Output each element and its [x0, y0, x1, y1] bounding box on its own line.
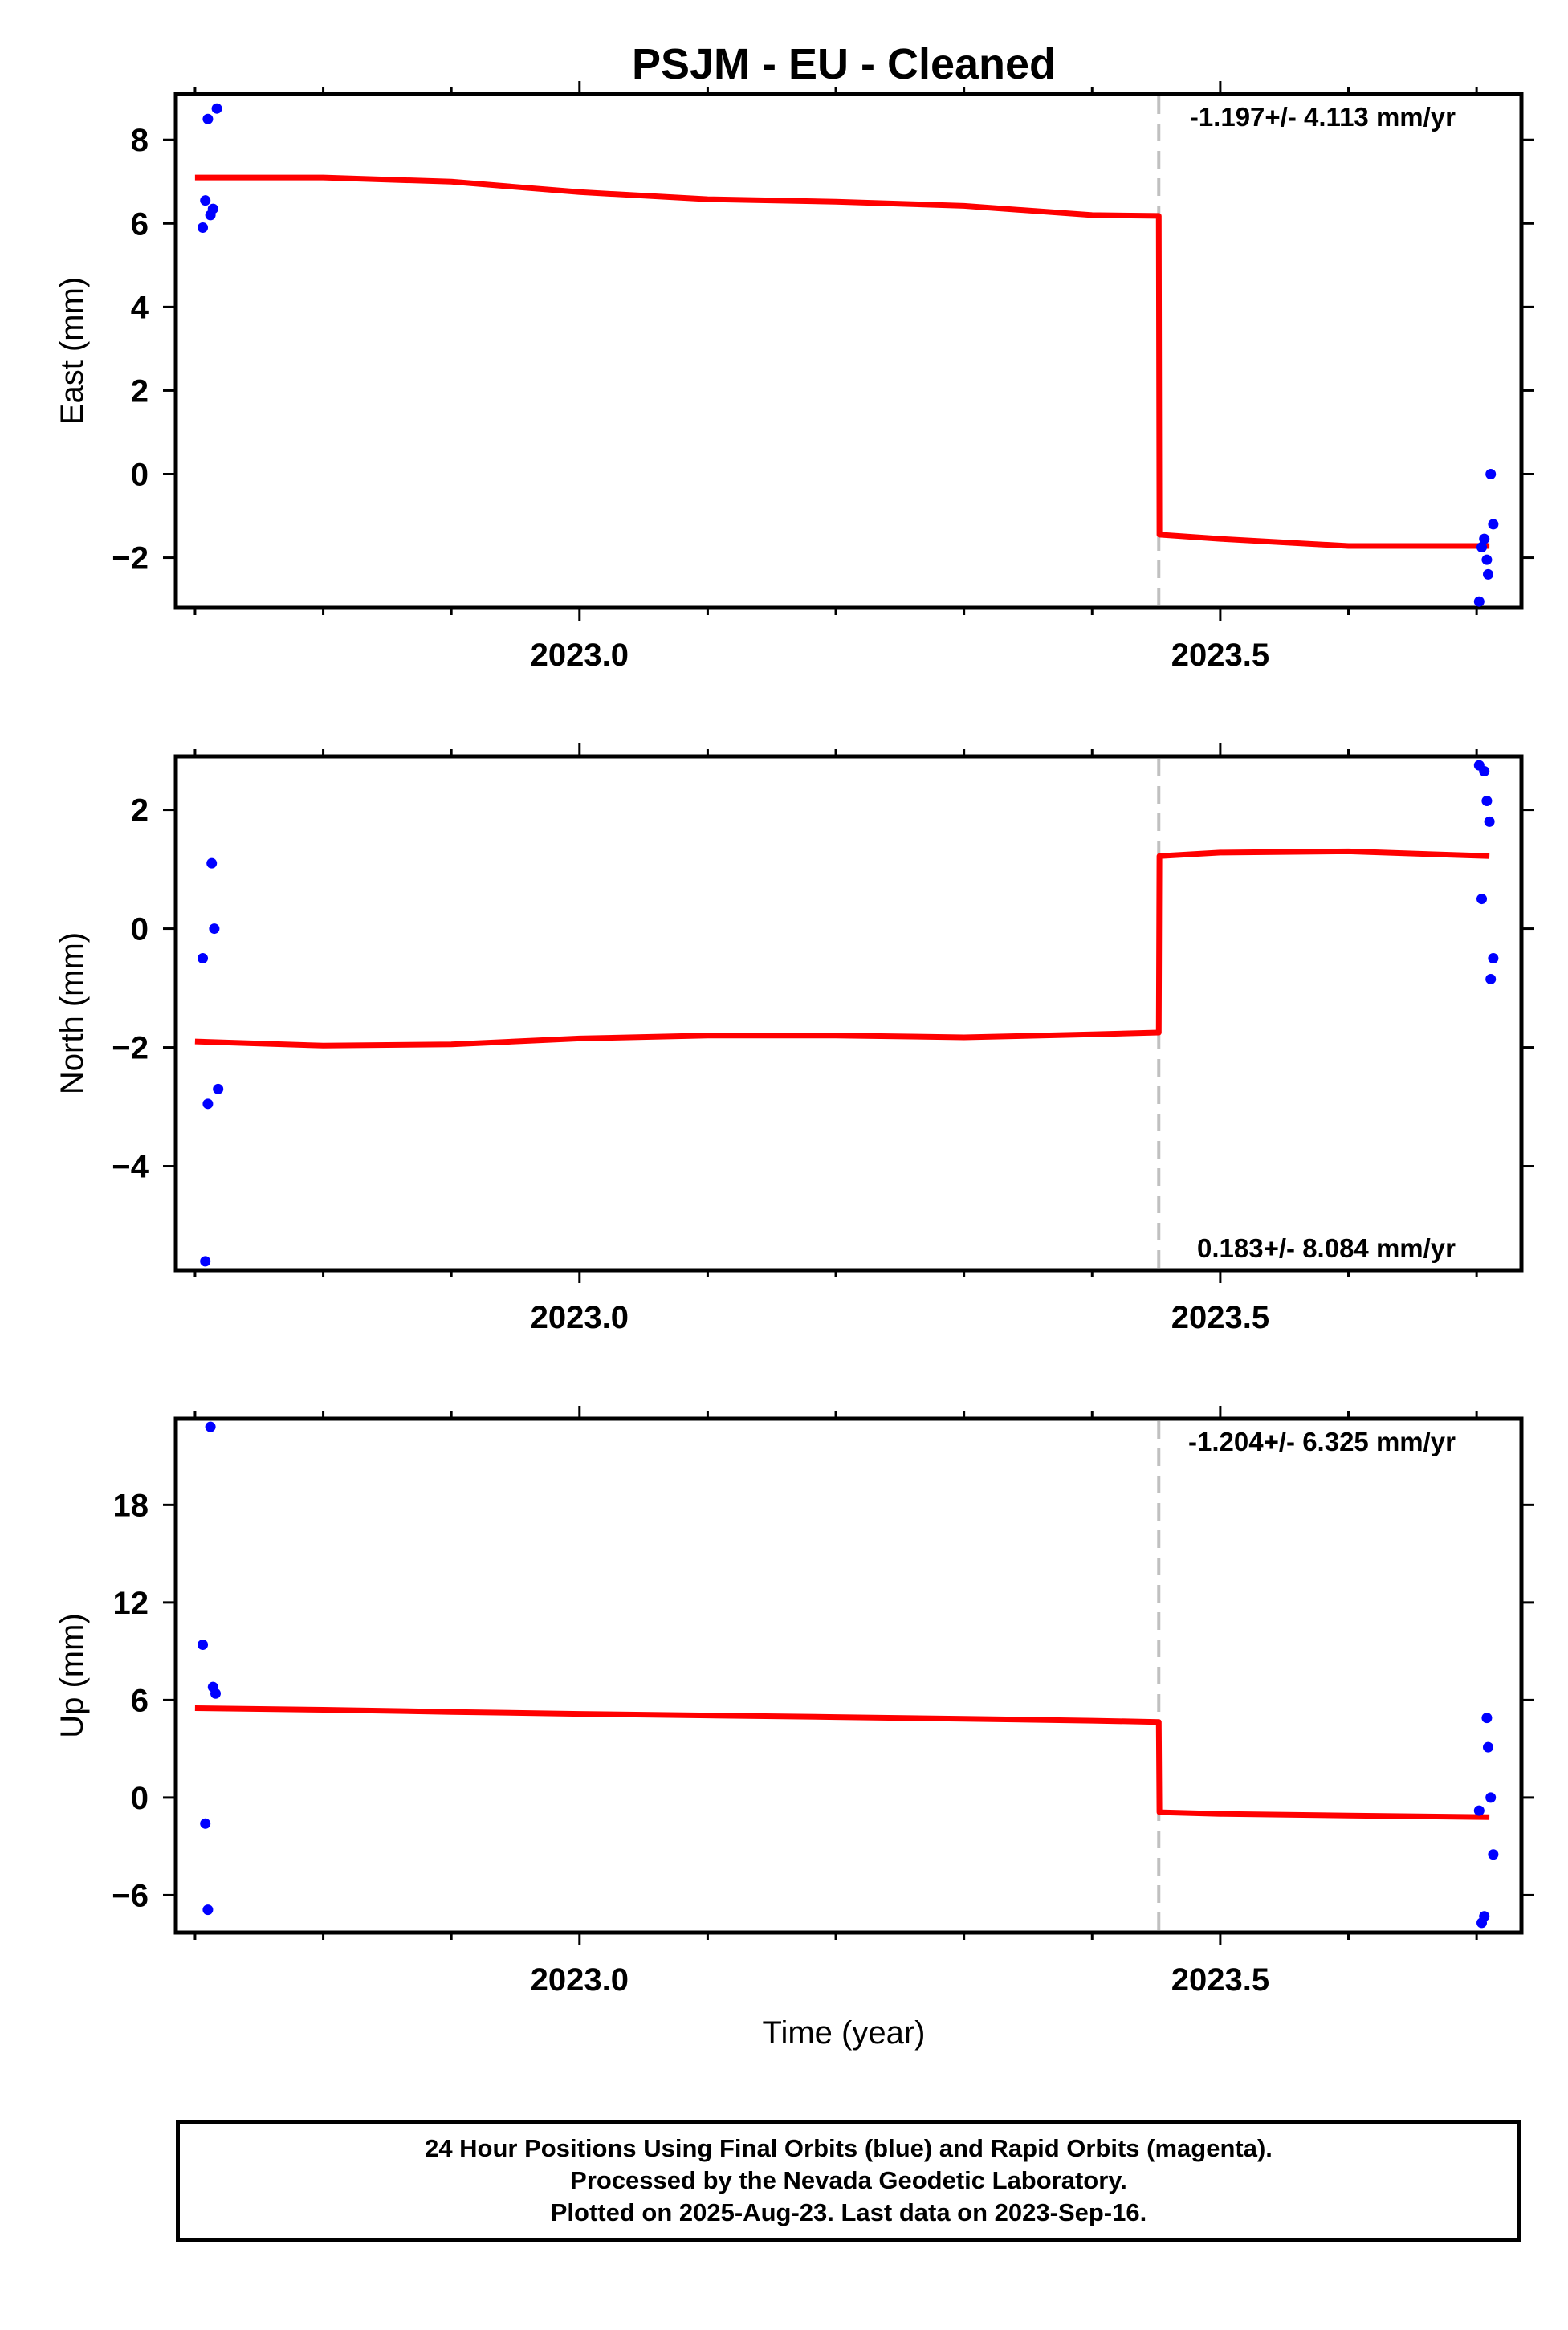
footer-line-1: 24 Hour Positions Using Final Orbits (bl…	[425, 2134, 1273, 2162]
footer-note-box: 24 Hour Positions Using Final Orbits (bl…	[176, 2120, 1521, 2242]
panel-1: 2023.0 2023.5 −2 0 2 4 6 8 East (mm) -1.197+/- 4.…	[55, 81, 1534, 673]
data-point	[205, 1421, 216, 1432]
data-point	[200, 1818, 211, 1829]
data-point	[1479, 533, 1490, 544]
data-point	[198, 1640, 209, 1651]
footer-line-2: Processed by the Nevada Geodetic Laborat…	[570, 2166, 1127, 2194]
plot-frame	[173, 754, 1524, 1273]
y-tick-label: 12	[113, 1586, 149, 1621]
y-tick-label: 4	[131, 290, 149, 325]
data-point	[202, 1098, 214, 1110]
data-point	[202, 113, 214, 124]
x-tick-label: 2023.5	[1171, 637, 1269, 673]
plot-frame	[173, 92, 1524, 610]
chart-title: PSJM - EU - Cleaned	[632, 40, 1056, 88]
y-tick-label: 0	[131, 912, 149, 947]
rate-label: -1.204+/- 6.325 mm/yr	[1188, 1427, 1456, 1456]
y-tick-label: −6	[112, 1878, 149, 1913]
data-point	[1482, 1741, 1493, 1753]
y-tick-label: 6	[131, 206, 149, 242]
rate-label: -1.197+/- 4.113 mm/yr	[1190, 102, 1456, 132]
data-point	[1485, 973, 1497, 984]
rate-label: 0.183+/- 8.084 mm/yr	[1197, 1233, 1456, 1263]
y-tick-label: 0	[131, 1781, 149, 1816]
y-tick-label: 6	[131, 1683, 149, 1718]
y-tick-label: −4	[112, 1150, 149, 1185]
y-tick-label: 2	[131, 373, 149, 409]
data-point	[1473, 596, 1485, 607]
data-point	[213, 1083, 224, 1094]
y-axis-label: North (mm)	[55, 932, 90, 1094]
y-tick-label: 18	[113, 1488, 149, 1523]
x-tick-label: 2023.0	[531, 637, 629, 673]
y-tick-label: 8	[131, 123, 149, 158]
y-tick-label: 2	[131, 793, 149, 829]
data-point	[207, 203, 218, 214]
plot-frame	[173, 1416, 1524, 1935]
model-fit-line	[194, 1705, 1490, 1820]
x-tick-label: 2023.0	[531, 1962, 629, 1998]
data-point	[1473, 1805, 1485, 1816]
data-point	[1481, 795, 1493, 806]
data-point	[1485, 1792, 1497, 1803]
data-point	[206, 857, 218, 869]
model-fit-line	[194, 174, 1490, 549]
data-point	[200, 195, 211, 206]
x-tick-label: 2023.0	[531, 1300, 629, 1335]
model-fit-line	[194, 848, 1490, 1049]
data-point	[211, 103, 222, 114]
data-point	[200, 1256, 211, 1267]
y-axis-label: Up (mm)	[55, 1613, 90, 1738]
y-axis-label: East (mm)	[55, 277, 90, 425]
data-point	[1479, 1911, 1490, 1922]
data-point	[202, 1904, 214, 1916]
data-point	[1485, 468, 1497, 479]
y-tick-label: −2	[112, 1031, 149, 1066]
data-point	[209, 923, 220, 935]
y-tick-label: −2	[112, 541, 149, 576]
data-point	[1479, 765, 1490, 776]
panel-2: 2023.0 2023.5 −4 −2 0 2 North (mm) 0.183+/- 8.0…	[55, 743, 1534, 1335]
x-axis-label: Time (year)	[763, 2015, 926, 2051]
data-point	[1488, 1849, 1499, 1860]
data-point	[1488, 519, 1499, 530]
y-tick-label: 0	[131, 457, 149, 492]
data-point	[210, 1688, 221, 1699]
data-point	[1481, 554, 1493, 565]
data-point	[1488, 953, 1499, 964]
data-point	[1476, 894, 1488, 905]
data-point	[1484, 816, 1495, 827]
footer-line-3: Plotted on 2025-Aug-23. Last data on 202…	[550, 2198, 1147, 2226]
x-tick-label: 2023.5	[1171, 1962, 1269, 1998]
data-point	[1476, 542, 1488, 553]
data-point	[198, 953, 209, 964]
data-point	[1482, 568, 1493, 580]
x-tick-label: 2023.5	[1171, 1300, 1269, 1335]
data-point	[1481, 1713, 1493, 1724]
panel-3: 2023.0 2023.5 −6 0 6 12 18 Up (mm) -1.204+/- 6.3…	[55, 1406, 1534, 1998]
data-point	[198, 222, 209, 234]
